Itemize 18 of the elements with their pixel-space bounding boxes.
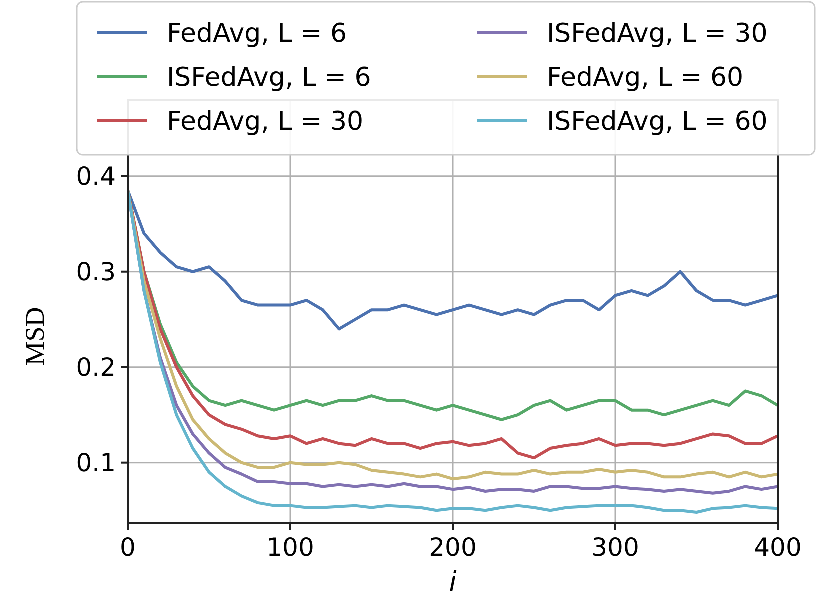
x-tick-label: 100 (266, 533, 314, 562)
x-tick-label: 300 (592, 533, 640, 562)
y-tick-label: 0.4 (76, 162, 116, 192)
y-tick-label: 0.2 (76, 353, 116, 382)
legend-label: FedAvg, L = 30 (167, 107, 364, 138)
x-axis-title: i (449, 567, 458, 598)
x-tick-label: 200 (429, 533, 477, 562)
legend-label: FedAvg, L = 60 (547, 63, 744, 94)
legend-label: FedAvg, L = 6 (167, 19, 348, 50)
y-tick-label: 0.1 (76, 448, 116, 478)
y-axis-title: MSD (20, 307, 50, 366)
legend-label: ISFedAvg, L = 60 (547, 107, 768, 138)
x-tick-label: 0 (120, 533, 136, 562)
legend-label: ISFedAvg, L = 30 (547, 19, 768, 50)
legend-label: ISFedAvg, L = 6 (167, 63, 372, 94)
y-tick-label: 0.3 (76, 258, 116, 287)
line-series (128, 189, 778, 331)
x-tick-label: 400 (754, 533, 802, 562)
